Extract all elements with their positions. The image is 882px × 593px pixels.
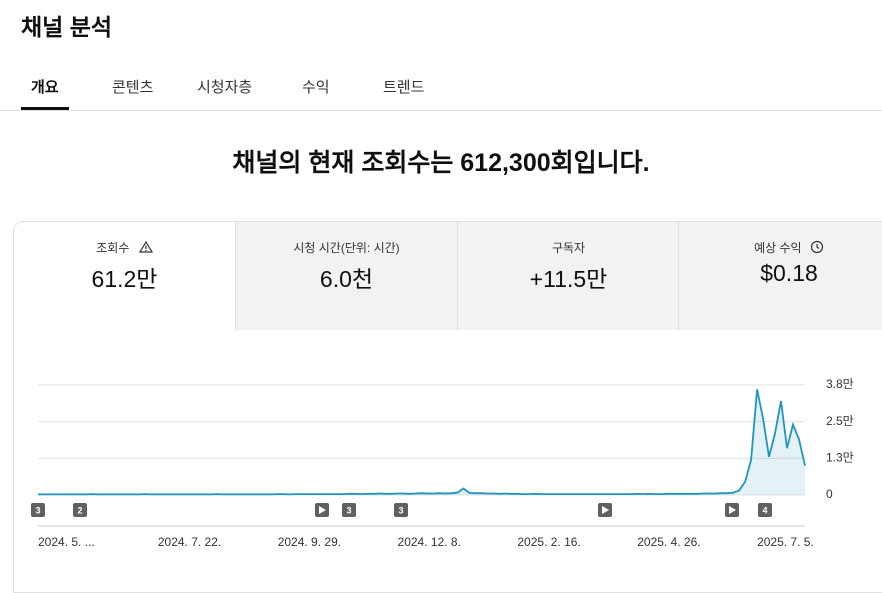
y-tick-label: 3.8만: [826, 377, 854, 391]
event-marker: [73, 503, 87, 517]
warning-icon: [138, 240, 153, 253]
divider: [0, 110, 882, 111]
play-icon: [602, 506, 609, 514]
play-icon: [319, 506, 326, 514]
x-tick-label: 2025. 4. 26.: [637, 535, 700, 549]
event-count: 3: [346, 505, 351, 515]
y-tick-label: 2.5만: [826, 414, 854, 428]
x-tick-label: 2024. 7. 22.: [158, 535, 221, 549]
event-marker: [394, 503, 408, 517]
metric-card[interactable]: 시청 시간(단위: 시간) 6.0천: [235, 222, 457, 330]
area: [38, 389, 805, 495]
metric-value: $0.18: [760, 260, 818, 286]
metric-value: 61.2만: [91, 266, 158, 292]
metric-value: +11.5만: [529, 266, 608, 292]
event-count: 3: [398, 505, 403, 515]
line: [38, 389, 806, 496]
x-tick-label: 2024. 12. 8.: [398, 535, 461, 549]
event-count: 2: [77, 505, 82, 515]
analytics-card: 조회수 61.2만 시청 시간(단위: 시간) 6.0천 구독자 +11.5만 …: [13, 221, 882, 593]
metric-card[interactable]: 구독자 +11.5만: [457, 222, 679, 330]
metric-value: 6.0천: [319, 266, 374, 292]
metric-label: 예상 수익: [754, 241, 802, 255]
metric-label: 시청 시간(단위: 시간): [293, 241, 400, 255]
y-tick-label: 0: [826, 487, 833, 501]
tab-indicator: [21, 107, 69, 110]
play-icon: [729, 506, 736, 514]
tab[interactable]: 시청자층: [197, 79, 253, 96]
x-tick-label: 2024. 5. ...: [38, 535, 95, 549]
x-tick-label: 2025. 7. 5.: [757, 535, 814, 549]
metric-label: 조회수: [96, 241, 130, 255]
tab[interactable]: 개요: [31, 79, 59, 96]
tab[interactable]: 콘텐츠: [112, 79, 154, 96]
event-count: 3: [35, 505, 40, 515]
tab[interactable]: 트렌드: [383, 79, 425, 96]
metric-card[interactable]: 조회수 61.2만: [14, 222, 235, 330]
event-marker: [342, 503, 356, 517]
page-title: 채널 분석: [21, 14, 113, 40]
metric-card[interactable]: 예상 수익 $0.18: [678, 222, 882, 330]
metric-label: 구독자: [551, 241, 586, 255]
headline: 채널의 현재 조회수는 612,300회입니다.: [232, 149, 650, 177]
event-marker: [31, 503, 45, 517]
event-marker: [758, 503, 772, 517]
x-tick-label: 2025. 2. 16.: [517, 535, 580, 549]
clock-icon: [810, 240, 824, 254]
x-tick-label: 2024. 9. 29.: [278, 535, 341, 549]
event-count: 4: [762, 505, 767, 515]
tab[interactable]: 수익: [302, 79, 330, 96]
y-tick-label: 1.3만: [826, 451, 854, 465]
